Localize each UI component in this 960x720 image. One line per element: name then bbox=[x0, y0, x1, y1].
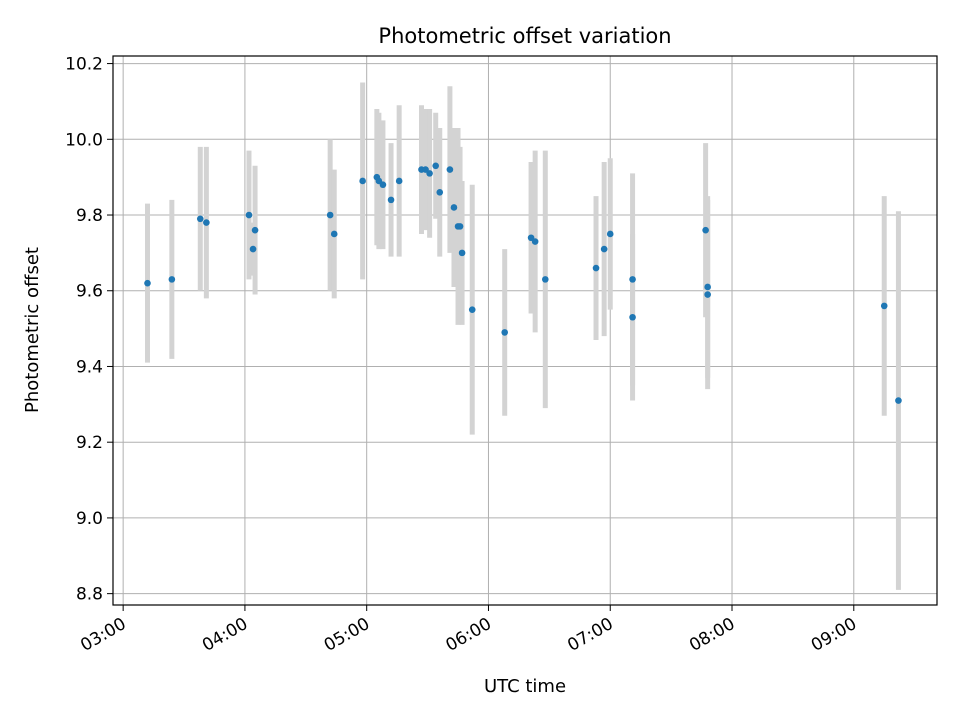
y-tick-label: 9.0 bbox=[76, 509, 103, 529]
data-point bbox=[501, 329, 509, 336]
data-point bbox=[450, 204, 458, 211]
data-points bbox=[144, 162, 902, 404]
data-point bbox=[359, 177, 366, 185]
data-point bbox=[251, 226, 259, 234]
data-point bbox=[326, 211, 334, 219]
x-tick-label: 06:00 bbox=[443, 614, 495, 656]
data-point bbox=[432, 162, 439, 170]
data-point bbox=[880, 302, 888, 310]
data-point bbox=[895, 397, 902, 404]
data-point bbox=[379, 181, 387, 189]
data-point bbox=[196, 215, 204, 223]
x-tick-label: 04:00 bbox=[199, 614, 251, 656]
data-point bbox=[704, 291, 711, 298]
x-axis-ticks: 03:00 04:00 05:00 06:00 07:00 08:00 09:00 bbox=[77, 605, 860, 656]
y-axis-ticks: 8.8 9.0 9.2 9.4 9.6 9.8 10.0 10.2 bbox=[65, 55, 113, 605]
data-point bbox=[704, 283, 711, 291]
data-point bbox=[456, 223, 464, 230]
data-point bbox=[249, 245, 257, 253]
data-point bbox=[203, 219, 210, 226]
data-point bbox=[458, 249, 466, 257]
data-point bbox=[387, 196, 395, 204]
data-point bbox=[468, 306, 476, 313]
data-point bbox=[395, 177, 403, 185]
y-axis-label: Photometric offset bbox=[22, 247, 43, 413]
plot-area-frame bbox=[112, 55, 938, 606]
data-point bbox=[606, 230, 614, 238]
x-tick-label: 03:00 bbox=[77, 614, 129, 656]
data-point bbox=[446, 166, 454, 173]
data-point bbox=[592, 264, 600, 272]
data-point bbox=[144, 279, 151, 287]
data-point bbox=[629, 276, 636, 283]
data-point bbox=[426, 170, 433, 177]
data-point bbox=[330, 230, 338, 238]
y-tick-label: 9.4 bbox=[76, 357, 103, 377]
data-point bbox=[168, 276, 176, 283]
y-tick-label: 9.6 bbox=[76, 282, 103, 302]
data-point bbox=[531, 238, 539, 245]
x-tick-label: 07:00 bbox=[564, 614, 616, 656]
x-axis-label: UTC time bbox=[484, 676, 566, 697]
chart-title: Photometric offset variation bbox=[378, 24, 671, 48]
x-tick-label: 05:00 bbox=[321, 614, 373, 656]
data-point bbox=[541, 276, 549, 283]
y-tick-label: 9.8 bbox=[76, 206, 103, 226]
y-tick-label: 9.2 bbox=[76, 433, 103, 453]
data-point bbox=[600, 245, 608, 253]
y-tick-label: 10.2 bbox=[65, 55, 103, 75]
grid bbox=[113, 56, 937, 605]
y-tick-label: 8.8 bbox=[76, 585, 103, 605]
error-bars bbox=[145, 82, 901, 590]
data-point bbox=[702, 226, 709, 234]
data-point bbox=[436, 189, 444, 196]
data-point bbox=[245, 211, 253, 219]
data-point bbox=[629, 313, 636, 321]
x-tick-label: 08:00 bbox=[686, 614, 738, 656]
x-tick-label: 09:00 bbox=[808, 614, 860, 656]
y-tick-label: 10.0 bbox=[65, 130, 103, 150]
